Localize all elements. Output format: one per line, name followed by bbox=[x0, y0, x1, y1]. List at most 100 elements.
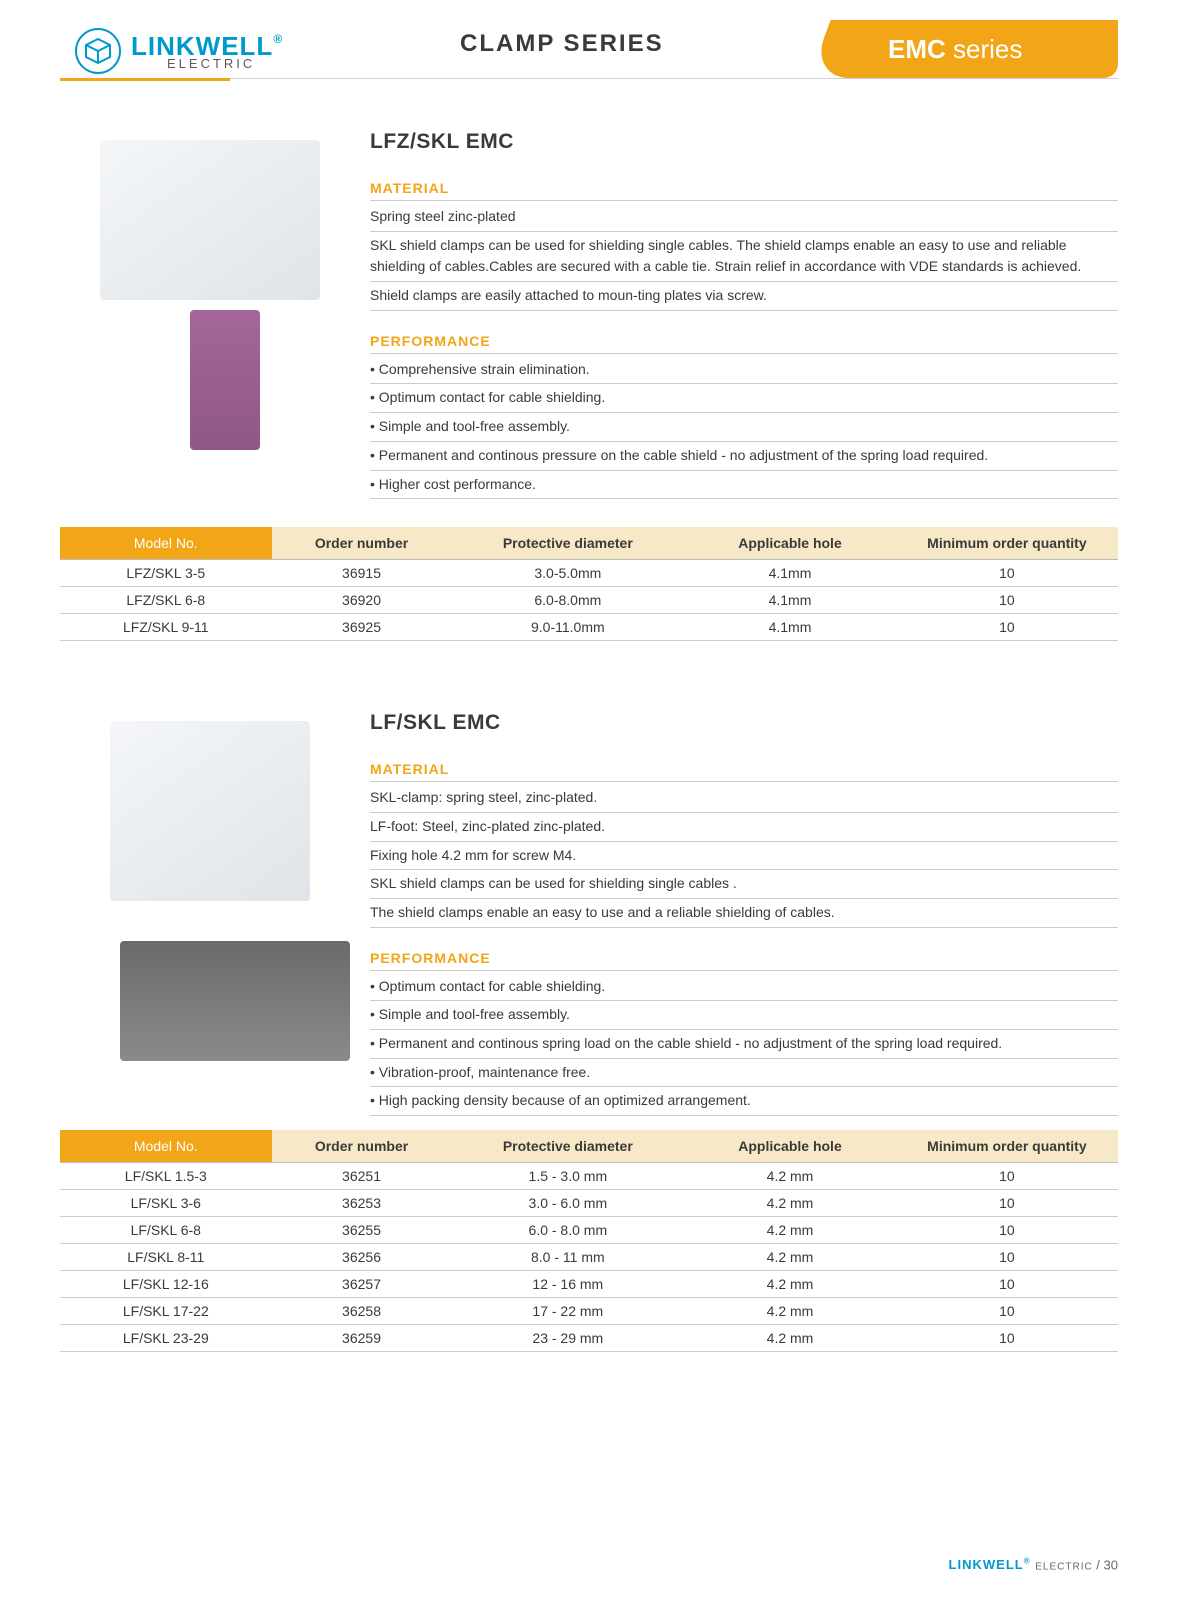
product-1-images bbox=[60, 130, 370, 499]
info-line: SKL shield clamps can be used for shield… bbox=[370, 870, 1118, 899]
product-1-image-main bbox=[100, 140, 320, 300]
cell-dia: 6.0 - 8.0 mm bbox=[451, 1217, 684, 1244]
spec-table-2-body: LF/SKL 1.5-3362511.5 - 3.0 mm4.2 mm10LF/… bbox=[60, 1163, 1118, 1352]
cell-hole: 4.2 mm bbox=[684, 1244, 896, 1271]
cell-moq: 10 bbox=[896, 560, 1118, 587]
product-block-2: LF/SKL EMC MATERIAL SKL-clamp: spring st… bbox=[60, 711, 1118, 1116]
table-row: LF/SKL 23-293625923 - 29 mm4.2 mm10 bbox=[60, 1325, 1118, 1352]
cell-model: LF/SKL 1.5-3 bbox=[60, 1163, 272, 1190]
cell-dia: 23 - 29 mm bbox=[451, 1325, 684, 1352]
page-content: LFZ/SKL EMC MATERIAL Spring steel zinc-p… bbox=[0, 80, 1178, 1352]
th-hole: Applicable hole bbox=[684, 1130, 896, 1163]
product-1-title: LFZ/SKL EMC bbox=[370, 130, 1118, 154]
product-1-material-lines: Spring steel zinc-platedSKL shield clamp… bbox=[370, 203, 1118, 311]
cell-order: 36915 bbox=[272, 560, 452, 587]
cell-model: LF/SKL 6-8 bbox=[60, 1217, 272, 1244]
cell-model: LF/SKL 12-16 bbox=[60, 1271, 272, 1298]
info-line: • Higher cost performance. bbox=[370, 471, 1118, 500]
cell-hole: 4.2 mm bbox=[684, 1190, 896, 1217]
series-tab-light: series bbox=[946, 34, 1023, 64]
info-line: • Vibration-proof, maintenance free. bbox=[370, 1059, 1118, 1088]
product-2-info: LF/SKL EMC MATERIAL SKL-clamp: spring st… bbox=[370, 711, 1118, 1116]
info-line: • High packing density because of an opt… bbox=[370, 1087, 1118, 1116]
cell-order: 36258 bbox=[272, 1298, 452, 1325]
cell-moq: 10 bbox=[896, 1298, 1118, 1325]
th-model: Model No. bbox=[60, 527, 272, 560]
spec-table-1: Model No. Order number Protective diamet… bbox=[60, 527, 1118, 641]
page-header: LINKWELL® ELECTRIC CLAMP SERIES EMC seri… bbox=[0, 0, 1178, 80]
product-1-info: LFZ/SKL EMC MATERIAL Spring steel zinc-p… bbox=[370, 130, 1118, 499]
cell-order: 36920 bbox=[272, 587, 452, 614]
cell-model: LF/SKL 17-22 bbox=[60, 1298, 272, 1325]
cell-moq: 10 bbox=[896, 1217, 1118, 1244]
cell-dia: 3.0 - 6.0 mm bbox=[451, 1190, 684, 1217]
th-model: Model No. bbox=[60, 1130, 272, 1163]
table-row: LFZ/SKL 6-8369206.0-8.0mm4.1mm10 bbox=[60, 587, 1118, 614]
info-line: Shield clamps are easily attached to mou… bbox=[370, 282, 1118, 311]
cell-moq: 10 bbox=[896, 587, 1118, 614]
series-label: CLAMP SERIES bbox=[460, 30, 664, 58]
cell-dia: 3.0-5.0mm bbox=[451, 560, 684, 587]
cell-model: LF/SKL 23-29 bbox=[60, 1325, 272, 1352]
product-2-images bbox=[60, 711, 370, 1116]
table-row: LFZ/SKL 3-5369153.0-5.0mm4.1mm10 bbox=[60, 560, 1118, 587]
product-block-1: LFZ/SKL EMC MATERIAL Spring steel zinc-p… bbox=[60, 130, 1118, 499]
product-1-performance-lines: • Comprehensive strain elimination.• Opt… bbox=[370, 356, 1118, 499]
cell-hole: 4.1mm bbox=[684, 560, 896, 587]
info-line: • Permanent and continous spring load on… bbox=[370, 1030, 1118, 1059]
cell-hole: 4.1mm bbox=[684, 587, 896, 614]
th-dia: Protective diameter bbox=[451, 527, 684, 560]
cell-hole: 4.2 mm bbox=[684, 1217, 896, 1244]
footer-sep: / bbox=[1093, 1557, 1104, 1572]
product-2-title: LF/SKL EMC bbox=[370, 711, 1118, 735]
footer-page: 30 bbox=[1104, 1557, 1118, 1572]
cell-hole: 4.2 mm bbox=[684, 1271, 896, 1298]
cell-dia: 17 - 22 mm bbox=[451, 1298, 684, 1325]
cell-moq: 10 bbox=[896, 1163, 1118, 1190]
info-line: Fixing hole 4.2 mm for screw M4. bbox=[370, 842, 1118, 871]
table-row: LF/SKL 6-8362556.0 - 8.0 mm4.2 mm10 bbox=[60, 1217, 1118, 1244]
product-1-material-label: MATERIAL bbox=[370, 180, 1118, 201]
footer-brand: LINKWELL bbox=[949, 1557, 1024, 1572]
info-line: LF-foot: Steel, zinc-plated zinc-plated. bbox=[370, 813, 1118, 842]
cell-moq: 10 bbox=[896, 614, 1118, 641]
cell-moq: 10 bbox=[896, 1244, 1118, 1271]
product-2-performance-label: PERFORMANCE bbox=[370, 950, 1118, 971]
product-2-performance-lines: • Optimum contact for cable shielding.• … bbox=[370, 973, 1118, 1116]
header-rule bbox=[60, 78, 1118, 79]
cell-hole: 4.2 mm bbox=[684, 1298, 896, 1325]
info-line: SKL shield clamps can be used for shield… bbox=[370, 232, 1118, 282]
cell-dia: 1.5 - 3.0 mm bbox=[451, 1163, 684, 1190]
table-row: LF/SKL 1.5-3362511.5 - 3.0 mm4.2 mm10 bbox=[60, 1163, 1118, 1190]
th-moq: Minimum order quantity bbox=[896, 1130, 1118, 1163]
spec-table-2: Model No. Order number Protective diamet… bbox=[60, 1130, 1118, 1352]
th-order: Order number bbox=[272, 527, 452, 560]
cell-order: 36259 bbox=[272, 1325, 452, 1352]
cell-dia: 8.0 - 11 mm bbox=[451, 1244, 684, 1271]
info-line: • Optimum contact for cable shielding. bbox=[370, 384, 1118, 413]
cell-order: 36255 bbox=[272, 1217, 452, 1244]
spec-table-1-body: LFZ/SKL 3-5369153.0-5.0mm4.1mm10LFZ/SKL … bbox=[60, 560, 1118, 641]
cell-order: 36925 bbox=[272, 614, 452, 641]
product-2-material-label: MATERIAL bbox=[370, 761, 1118, 782]
cell-hole: 4.2 mm bbox=[684, 1325, 896, 1352]
table-row: LF/SKL 8-11362568.0 - 11 mm4.2 mm10 bbox=[60, 1244, 1118, 1271]
info-line: • Simple and tool-free assembly. bbox=[370, 1001, 1118, 1030]
brand-logo: LINKWELL® ELECTRIC bbox=[75, 28, 283, 74]
series-tab-bold: EMC bbox=[888, 34, 946, 64]
cell-model: LFZ/SKL 3-5 bbox=[60, 560, 272, 587]
cell-model: LFZ/SKL 6-8 bbox=[60, 587, 272, 614]
cell-moq: 10 bbox=[896, 1325, 1118, 1352]
product-2-image-main bbox=[110, 721, 310, 901]
cell-model: LF/SKL 8-11 bbox=[60, 1244, 272, 1271]
footer-reg: ® bbox=[1024, 1557, 1031, 1566]
cell-hole: 4.2 mm bbox=[684, 1163, 896, 1190]
th-order: Order number bbox=[272, 1130, 452, 1163]
info-line: Spring steel zinc-plated bbox=[370, 203, 1118, 232]
series-tab: EMC series bbox=[858, 20, 1118, 78]
cell-dia: 6.0-8.0mm bbox=[451, 587, 684, 614]
product-1-performance-label: PERFORMANCE bbox=[370, 333, 1118, 354]
footer-sub: ELECTRIC bbox=[1035, 1561, 1092, 1572]
cell-order: 36253 bbox=[272, 1190, 452, 1217]
cell-hole: 4.1mm bbox=[684, 614, 896, 641]
